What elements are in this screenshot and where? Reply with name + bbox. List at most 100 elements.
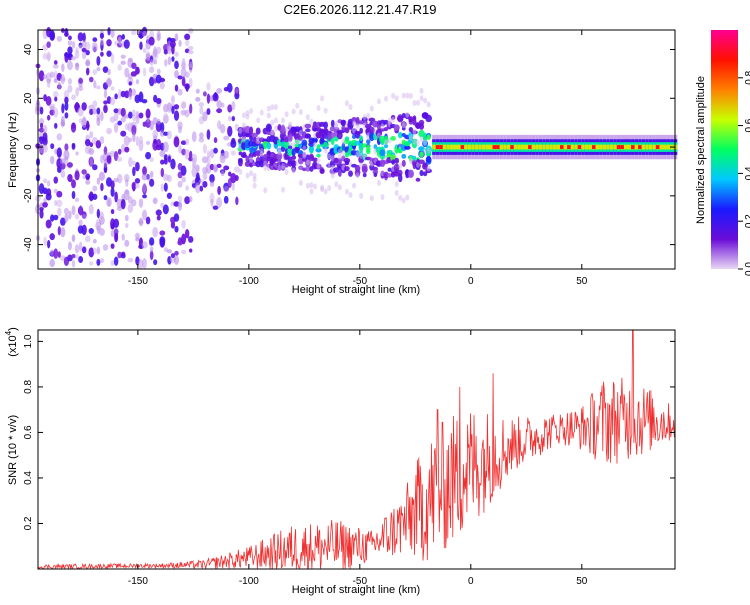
spectrogram-cell	[305, 128, 311, 133]
spectrogram-cell	[138, 198, 144, 208]
spectrogram-cell	[288, 123, 293, 130]
spectrogram-cell	[408, 127, 414, 133]
spectrogram-cell	[135, 161, 140, 172]
spectrogram-cell	[188, 196, 193, 203]
spectrogram-cell	[120, 107, 126, 117]
spectrogram-cell	[373, 172, 378, 177]
colorbar-tick-label: 0.4	[744, 166, 750, 180]
spectrogram-cell	[96, 246, 101, 255]
spectrogram-cell	[110, 53, 115, 64]
spectrogram-cell	[46, 82, 51, 88]
spectrogram-cell	[648, 144, 653, 150]
spectrogram-cell	[180, 249, 187, 255]
spectrogram-cell	[82, 175, 86, 180]
spectrogram-cell	[75, 151, 79, 156]
spectrogram-cell	[397, 174, 403, 183]
spectrogram-cell	[184, 228, 190, 239]
spectrogram-cell	[89, 156, 94, 167]
y-tick-label: 40	[23, 44, 34, 56]
spectrogram-cell	[352, 120, 357, 127]
spectrogram-cell	[173, 255, 180, 265]
spectrogram-cell	[351, 116, 357, 123]
spectrogram-cell	[184, 149, 190, 160]
colorbar-tick-label: 0.8	[744, 70, 750, 84]
spectrogram-cell	[408, 116, 414, 123]
spectrogram-cell	[117, 251, 123, 259]
spectrogram-cell	[188, 61, 194, 69]
spectrogram-cell	[394, 95, 399, 102]
spectrogram-cell	[145, 174, 151, 181]
spectrogram-cell	[74, 213, 80, 220]
spectrogram-cell	[280, 124, 286, 133]
spectrogram-cell-peak	[631, 145, 635, 150]
spectrogram-cell	[124, 239, 130, 247]
spectrogram-cell-peak	[492, 145, 497, 150]
spectrogram-cell	[181, 219, 186, 229]
spectrogram-cell	[68, 35, 72, 41]
spectrogram-cell	[110, 243, 115, 249]
spectrogram-cell	[188, 27, 194, 34]
spectrogram-cell	[341, 138, 346, 145]
spectrogram-cell	[187, 50, 194, 55]
spectrogram-cell	[142, 182, 147, 193]
spectrogram-cell	[422, 162, 429, 170]
spectrogram-cell	[379, 149, 386, 157]
spectrogram-cell	[284, 111, 289, 118]
spectrogram-cell	[160, 122, 165, 133]
spectrogram-cell	[415, 99, 420, 106]
spectrogram-cell	[63, 207, 69, 215]
spectrogram-cell	[422, 171, 428, 177]
spectrogram-cell	[337, 153, 342, 160]
spectrogram-cell-peak	[567, 145, 571, 150]
spectrogram-cell	[61, 63, 65, 72]
spectrogram-cell	[99, 136, 105, 145]
spectrogram-cell	[177, 88, 183, 96]
spectrogram-cell	[524, 144, 529, 150]
spectrogram-cell	[220, 102, 225, 108]
spectrogram-cell	[110, 209, 115, 215]
spectrogram-cell	[67, 78, 73, 85]
spectrogram-cell	[230, 150, 236, 156]
spectrogram-cell	[419, 135, 424, 142]
spectrogram-cell	[180, 101, 187, 109]
spectrogram-cell	[64, 213, 69, 223]
spectrogram-cell	[415, 177, 421, 182]
x-tick-label: -50	[353, 576, 368, 587]
spectrogram-cell	[384, 139, 389, 146]
spectrogram-cell	[53, 78, 58, 84]
spectrogram-cell	[66, 162, 73, 168]
spectrogram-cell	[78, 219, 83, 226]
spectrogram-cell	[191, 166, 198, 178]
spectrogram-cell	[199, 106, 204, 115]
spectrogram-cell	[199, 185, 204, 192]
spectrogram-cell	[457, 144, 461, 150]
spectrogram-cell	[124, 67, 130, 78]
spectrogram-cell	[85, 123, 90, 129]
spectrogram-cell	[595, 144, 600, 150]
spectrogram-cell	[198, 102, 205, 107]
spectrogram-cell	[177, 180, 183, 188]
spectrogram-cell	[113, 122, 119, 133]
spectrogram-cell	[96, 117, 101, 127]
spectrogram-cell	[78, 85, 84, 92]
spectrogram-cell	[152, 117, 158, 126]
spectrogram-cell	[52, 90, 59, 98]
spectrogram-cell	[84, 235, 91, 243]
spectrogram-cell	[288, 140, 293, 147]
spectrogram-cell	[53, 188, 58, 194]
spectrogram-cell	[149, 237, 155, 246]
spectrogram-cell	[295, 146, 300, 154]
spectrogram-cell	[155, 209, 162, 216]
spectrogram-cell	[155, 121, 162, 133]
spectrogram-cell	[570, 144, 575, 150]
spectrogram-cell	[170, 253, 175, 259]
spectrogram-cell	[145, 140, 151, 145]
spectrogram-cell	[663, 144, 667, 150]
spectrogram-cell	[391, 159, 396, 165]
spectrogram-cell	[263, 164, 268, 171]
x-tick-label: -100	[239, 576, 259, 587]
spectrogram-cell	[227, 115, 232, 122]
spectrogram-cell	[128, 111, 133, 119]
spectrogram-cell	[298, 109, 303, 116]
